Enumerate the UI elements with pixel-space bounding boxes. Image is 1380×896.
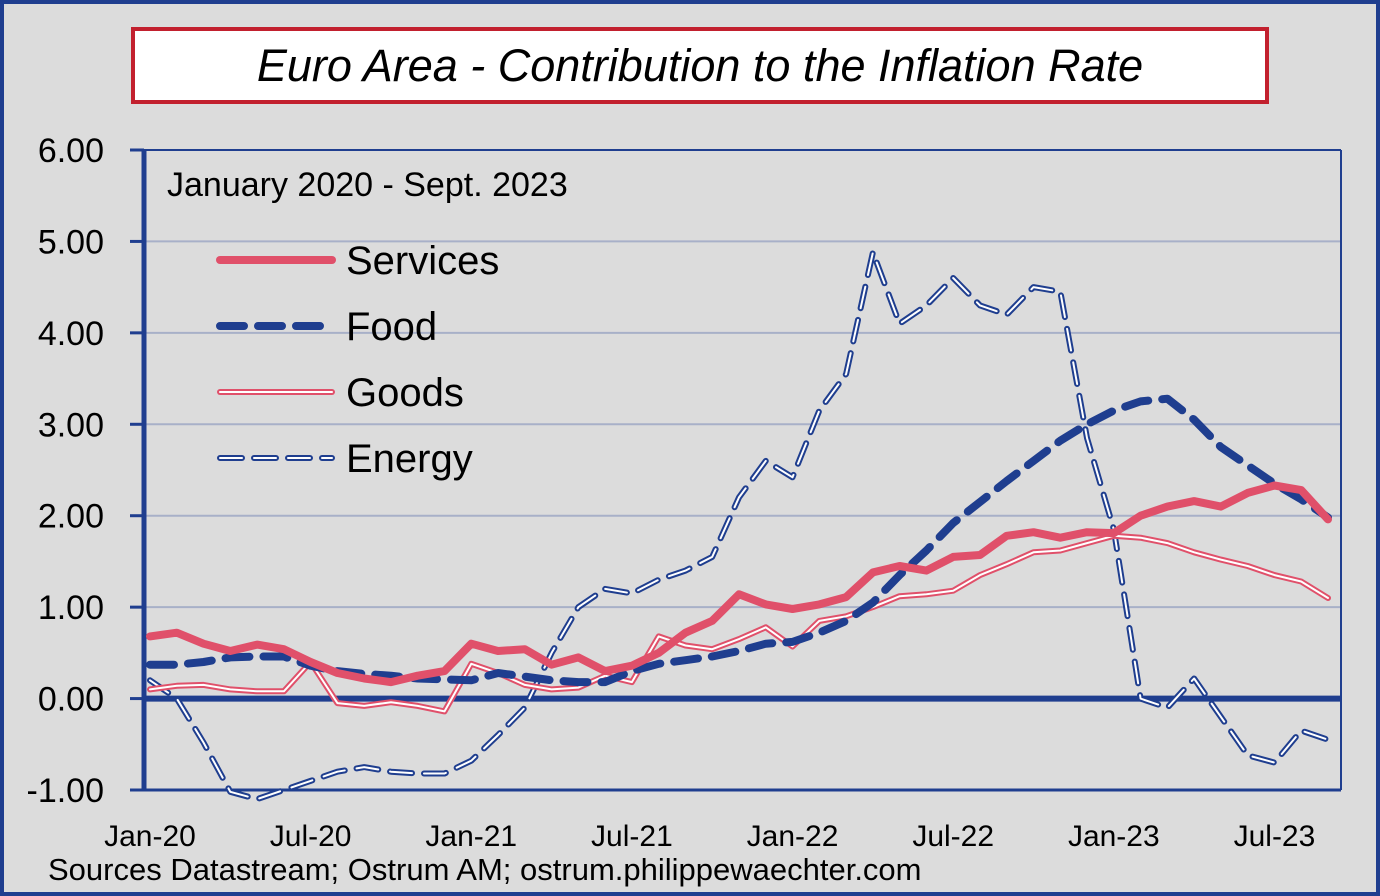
x-tick-label: Jul-20	[270, 820, 352, 853]
chart-title-box: Euro Area - Contribution to the Inflatio…	[131, 27, 1269, 104]
x-tick-label: Jul-21	[591, 820, 673, 853]
y-tick-label: 2.00	[38, 498, 104, 536]
series-goods	[147, 532, 1331, 715]
legend-label-goods: Goods	[346, 371, 464, 415]
y-tick-label: -1.00	[27, 772, 105, 810]
legend-item-goods: Goods	[217, 371, 464, 415]
legend: Services Food Goods Energy	[216, 239, 499, 481]
y-tick-label: 1.00	[38, 589, 104, 627]
y-axis-ticks: -1.00 0.00 1.00 2.00 3.00 4.00 5.00 6.00	[27, 132, 144, 810]
series-line-energy	[149, 251, 1329, 801]
x-tick-label: Jan-20	[104, 820, 196, 853]
y-tick-label: 5.00	[38, 223, 104, 261]
legend-item-services: Services	[216, 239, 499, 283]
plot-area	[144, 150, 1341, 790]
source-note: Sources Datastream; Ostrum AM; ostrum.ph…	[48, 852, 922, 887]
y-tick-label: 4.00	[38, 315, 104, 353]
line-chart: -1.00 0.00 1.00 2.00 3.00 4.00 5.00 6.00 Jan-20…	[27, 132, 1342, 853]
x-tick-label: Jan-23	[1068, 820, 1160, 853]
series-line-goods	[149, 534, 1329, 713]
legend-label-energy: Energy	[346, 437, 473, 481]
y-tick-label: 6.00	[38, 132, 104, 170]
series-services	[146, 481, 1332, 687]
chart-subtitle: January 2020 - Sept. 2023	[167, 166, 568, 204]
chart-title: Euro Area - Contribution to the Inflatio…	[256, 39, 1144, 91]
legend-item-food: Food	[216, 305, 437, 349]
x-tick-label: Jul-22	[912, 820, 994, 853]
series-energy	[147, 249, 1331, 803]
x-tick-label: Jan-22	[747, 820, 839, 853]
x-axis-ticks: Jan-20 Jul-20 Jan-21 Jul-21 Jan-22 Jul-22 Jan-…	[104, 820, 1315, 853]
x-tick-label: Jan-21	[425, 820, 517, 853]
legend-label-food: Food	[346, 305, 437, 349]
series-layer	[146, 249, 1332, 803]
series-line-services	[146, 481, 1332, 687]
y-tick-label: 3.00	[38, 406, 104, 444]
y-tick-label: 0.00	[38, 681, 104, 719]
x-tick-label: Jul-23	[1234, 820, 1316, 853]
legend-item-energy: Energy	[217, 437, 473, 481]
legend-label-services: Services	[346, 239, 499, 283]
